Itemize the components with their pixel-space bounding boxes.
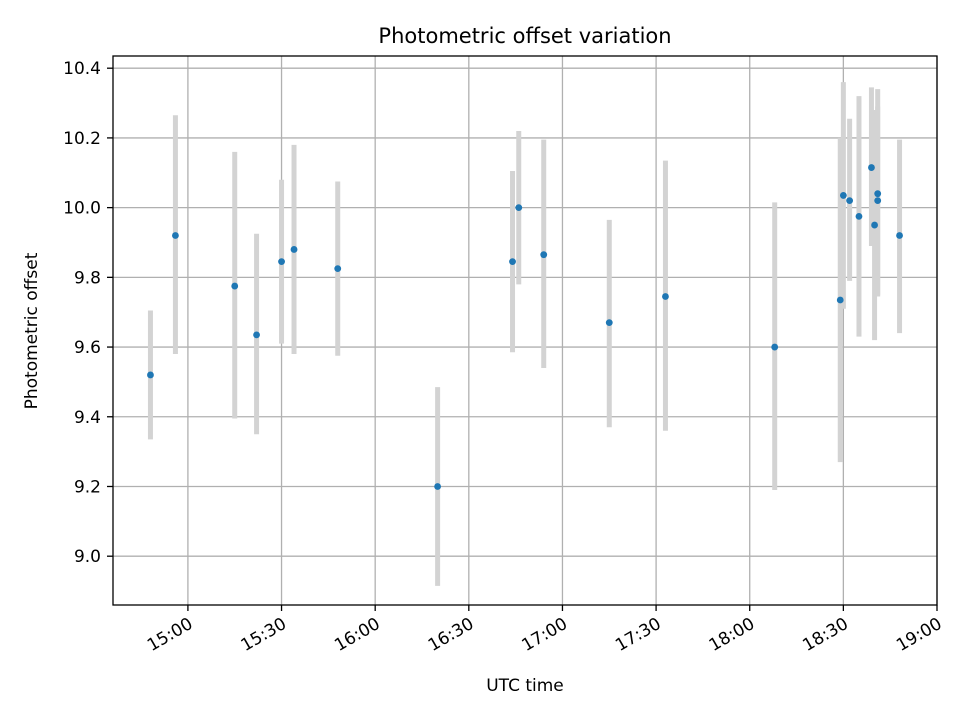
grid — [113, 56, 938, 605]
x-tick-label: 15:30 — [238, 614, 290, 656]
x-tick-label: 16:30 — [425, 614, 477, 656]
data-point — [605, 319, 613, 327]
data-point — [334, 265, 342, 273]
x-tick-label: 15:00 — [144, 614, 196, 656]
data-point — [540, 251, 548, 259]
data-point — [871, 221, 878, 229]
data-point — [434, 483, 442, 490]
plot-area-frame — [112, 55, 938, 606]
data-point — [147, 371, 154, 379]
data-point — [290, 246, 298, 253]
y-axis-label: Photometric offset — [22, 252, 42, 409]
data-point — [172, 232, 179, 239]
x-tick-label: 17:00 — [519, 614, 571, 656]
x-tick-label: 17:30 — [612, 614, 664, 656]
data-point — [868, 164, 875, 171]
data-point — [846, 197, 854, 205]
y-tick-label: 9.0 — [74, 547, 101, 567]
y-tick-label: 10.4 — [63, 59, 101, 79]
data-point — [509, 258, 516, 266]
y-tick-label: 9.6 — [74, 338, 101, 358]
y-tick-label: 9.8 — [74, 268, 101, 288]
data-point — [874, 197, 882, 205]
y-axis-ticks: 9.0 9.2 9.4 9.6 9.8 10.0 10.2 10.4 — [63, 59, 113, 567]
error-bars — [147, 82, 903, 586]
x-tick-label: 16:00 — [331, 614, 383, 656]
data-point — [771, 343, 779, 351]
y-tick-label: 10.2 — [63, 129, 101, 149]
data-point — [278, 258, 285, 266]
data-point — [836, 296, 844, 304]
y-tick-label: 9.2 — [74, 477, 101, 497]
data-point — [896, 232, 903, 239]
x-tick-label: 18:00 — [706, 614, 758, 656]
data-point — [662, 293, 669, 300]
chart-title: Photometric offset variation — [378, 24, 671, 48]
x-axis-ticks: 15:00 15:30 16:00 16:30 17:00 17:30 18:00 18:30… — [144, 605, 946, 656]
y-tick-label: 10.0 — [63, 199, 101, 219]
x-axis-label: UTC time — [486, 676, 564, 696]
data-points — [147, 164, 903, 490]
y-tick-label: 9.4 — [74, 408, 101, 428]
data-point — [874, 190, 882, 198]
x-tick-label: 19:00 — [893, 614, 945, 656]
data-point — [855, 212, 863, 220]
data-point — [515, 204, 523, 212]
data-point — [231, 282, 239, 290]
x-tick-label: 18:30 — [799, 614, 851, 656]
data-point — [253, 331, 260, 339]
data-point — [839, 192, 847, 199]
